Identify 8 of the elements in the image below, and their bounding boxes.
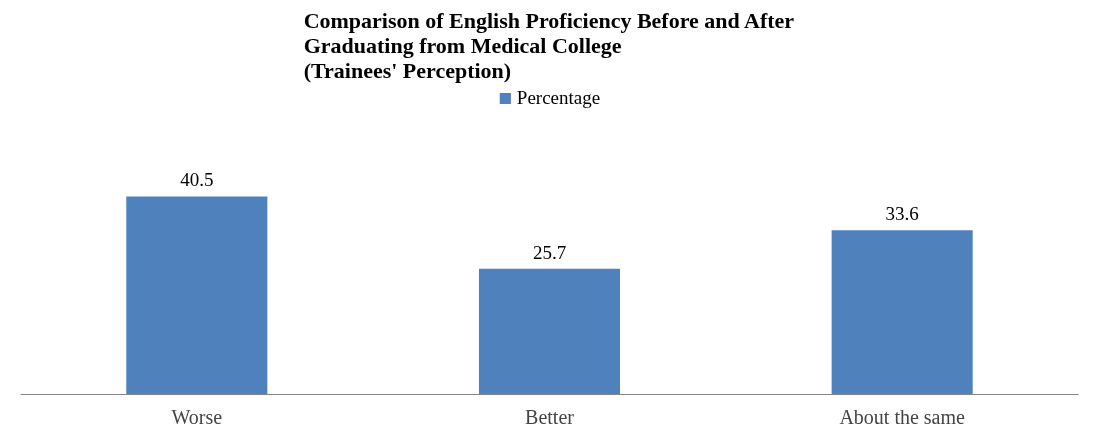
legend-label: Percentage xyxy=(516,87,601,109)
data-label: 40.5 xyxy=(180,169,214,191)
x-tick-label: Worse xyxy=(171,405,223,428)
x-tick-label: Better xyxy=(525,405,575,428)
data-label: 33.6 xyxy=(885,203,919,225)
data-label: 25.7 xyxy=(532,241,567,263)
chart-title: Comparison of English Proficiency Before and After Graduating from Medical College (Trainees' Perception) xyxy=(303,7,795,83)
x-tick-label: About the same xyxy=(839,405,966,428)
